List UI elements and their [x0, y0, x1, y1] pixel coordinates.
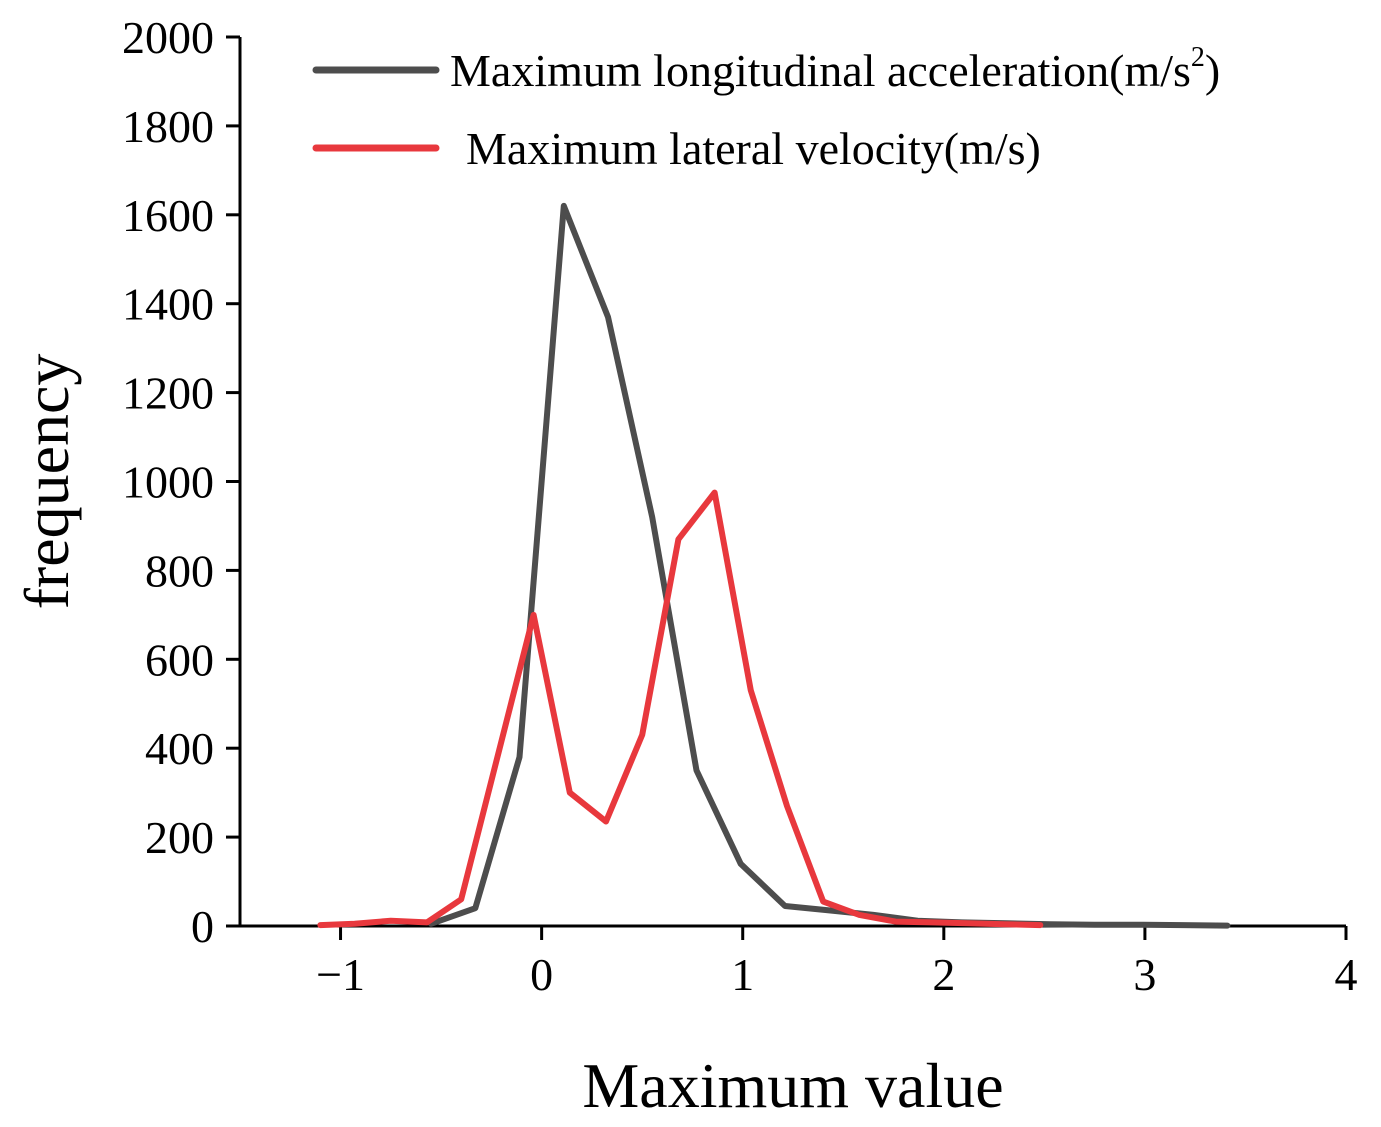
x-tick-label: 1 [731, 949, 754, 1000]
y-tick-label: 1600 [122, 190, 214, 241]
y-tick-label: 600 [145, 634, 214, 685]
y-tick-label: 1400 [122, 279, 214, 330]
x-ticks: −1 0 1 2 3 4 [316, 926, 1358, 1000]
x-tick-label: 0 [530, 949, 553, 1000]
x-tick-label: 4 [1335, 949, 1358, 1000]
y-tick-label: 1200 [122, 368, 214, 419]
y-tick-label: 1800 [122, 101, 214, 152]
y-tick-label: 1000 [122, 457, 214, 508]
y-ticks: 0 200 400 600 800 1000 1200 1400 1600 1800 2000 [122, 12, 240, 952]
y-tick-label: 2000 [122, 12, 214, 63]
y-tick-label: 400 [145, 723, 214, 774]
y-axis-title: frequency [11, 354, 82, 610]
legend-label-1: Maximum longitudinal acceleration(m/s2) [450, 42, 1220, 96]
series-line-1 [428, 202, 1231, 929]
x-tick-label: 2 [932, 949, 955, 1000]
legend: Maximum longitudinal acceleration(m/s2) M… [312, 42, 1220, 174]
y-tick-label: 200 [145, 812, 214, 863]
y-axis: 0 200 400 600 800 1000 1200 1400 1600 1800 2000 [122, 12, 242, 952]
y-tick-label: 0 [191, 901, 214, 952]
y-tick-label: 800 [145, 545, 214, 596]
x-tick-label: −1 [316, 949, 365, 1000]
x-tick-label: 3 [1133, 949, 1156, 1000]
x-axis-title: Maximum value [582, 1050, 1003, 1121]
x-axis: −1 0 1 2 3 4 [240, 924, 1358, 1000]
legend-label-2: Maximum lateral velocity(m/s) [466, 123, 1041, 174]
series-layer [317, 202, 1231, 929]
series-line-2 [317, 489, 1044, 929]
